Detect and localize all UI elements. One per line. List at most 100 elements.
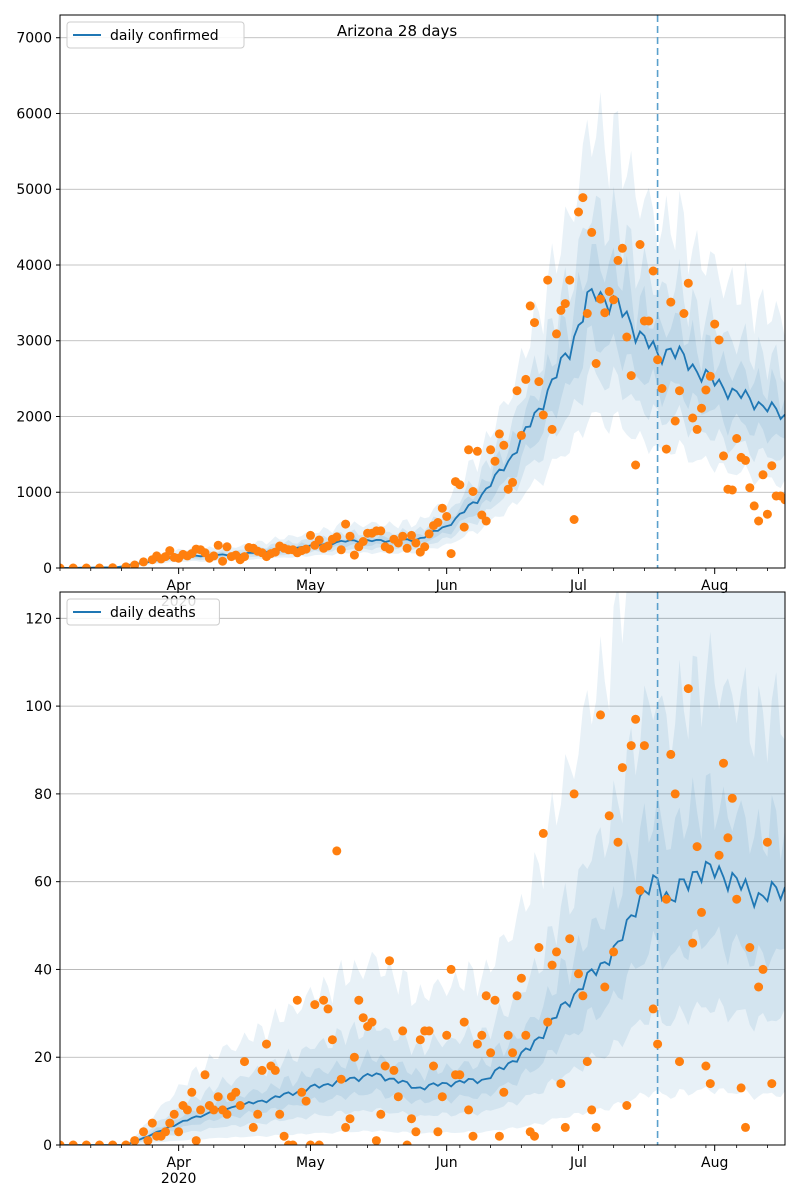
data-point xyxy=(196,1105,206,1115)
data-point xyxy=(622,1101,632,1110)
data-point xyxy=(446,549,456,559)
legend-label: daily deaths xyxy=(110,605,196,621)
data-point xyxy=(604,287,614,296)
data-point xyxy=(279,1131,289,1141)
data-point xyxy=(530,1131,539,1141)
data-point xyxy=(222,542,232,552)
data-point xyxy=(95,1140,104,1145)
data-point xyxy=(635,240,645,249)
data-point xyxy=(472,446,482,456)
x-tick-label: Apr xyxy=(167,1155,191,1171)
data-point xyxy=(499,440,509,450)
legend-label: daily confirmed xyxy=(110,28,219,44)
data-point xyxy=(367,1017,377,1027)
data-point xyxy=(494,1131,504,1141)
data-point xyxy=(442,512,452,521)
data-point xyxy=(301,1096,311,1106)
data-point xyxy=(683,278,693,288)
data-point xyxy=(464,445,474,455)
data-point xyxy=(371,1136,381,1145)
data-point xyxy=(60,1140,65,1145)
data-point xyxy=(530,318,539,328)
data-point xyxy=(736,1083,746,1093)
data-point xyxy=(314,1140,324,1145)
data-point xyxy=(393,1092,403,1102)
chart-title: Arizona 28 days xyxy=(337,22,458,40)
legend: daily deaths xyxy=(66,598,220,626)
data-point xyxy=(464,1105,474,1115)
uncertainty-band xyxy=(60,592,785,1145)
data-point xyxy=(336,545,346,555)
x-tick-label: Jun xyxy=(435,1155,458,1171)
data-point xyxy=(323,1004,333,1014)
data-point xyxy=(547,960,557,970)
data-point xyxy=(648,266,658,276)
data-point xyxy=(481,516,491,526)
data-point xyxy=(358,1013,368,1023)
data-point xyxy=(569,789,579,799)
data-point xyxy=(516,973,526,983)
data-point xyxy=(402,543,412,553)
data-point xyxy=(402,1140,412,1145)
data-point xyxy=(424,529,434,539)
data-point xyxy=(591,359,601,368)
data-point xyxy=(622,332,632,342)
data-point xyxy=(574,207,583,217)
y-tick-label: 5000 xyxy=(16,182,52,198)
data-point xyxy=(459,1017,469,1027)
data-point xyxy=(516,430,526,440)
data-point xyxy=(301,544,311,554)
data-point xyxy=(596,710,605,720)
data-point xyxy=(679,309,689,318)
data-point xyxy=(697,403,706,413)
data-point xyxy=(508,477,518,487)
data-point xyxy=(762,837,772,847)
y-tick-label: 60 xyxy=(34,875,52,891)
data-point xyxy=(565,275,575,285)
data-point xyxy=(472,1039,482,1049)
data-point xyxy=(741,455,750,465)
data-point xyxy=(108,563,118,568)
x-tick-label: Jul xyxy=(569,1155,587,1171)
data-point xyxy=(468,1131,478,1141)
data-point xyxy=(565,934,575,944)
data-point xyxy=(688,938,698,948)
data-point xyxy=(490,995,500,1005)
data-point xyxy=(494,429,504,439)
data-point xyxy=(437,1092,447,1102)
data-point xyxy=(626,741,636,751)
data-point xyxy=(525,301,535,311)
data-point xyxy=(327,1035,337,1045)
data-point xyxy=(407,530,416,540)
x-tick-label: Aug xyxy=(701,578,728,594)
y-tick-label: 40 xyxy=(34,962,52,978)
data-point xyxy=(468,487,478,496)
data-point xyxy=(727,793,737,803)
data-point xyxy=(306,530,315,540)
data-point xyxy=(415,1035,425,1045)
data-point xyxy=(253,1109,263,1119)
data-point xyxy=(543,1017,553,1027)
data-point xyxy=(323,541,333,551)
data-point xyxy=(455,1070,465,1080)
data-point xyxy=(521,1030,531,1040)
data-point xyxy=(380,1061,390,1071)
data-point xyxy=(521,374,531,384)
data-point xyxy=(345,1114,355,1124)
data-point xyxy=(556,1079,566,1089)
data-point xyxy=(767,461,777,471)
data-point xyxy=(81,563,91,568)
data-point xyxy=(688,413,698,423)
data-point xyxy=(486,445,496,455)
data-point xyxy=(358,537,368,546)
data-point xyxy=(556,305,566,315)
data-point xyxy=(648,1004,658,1014)
data-point xyxy=(240,552,249,562)
data-point xyxy=(692,424,702,434)
data-point xyxy=(609,947,619,957)
data-point xyxy=(297,1087,307,1097)
data-point xyxy=(710,319,720,329)
data-point xyxy=(732,434,742,443)
data-point xyxy=(385,544,394,554)
